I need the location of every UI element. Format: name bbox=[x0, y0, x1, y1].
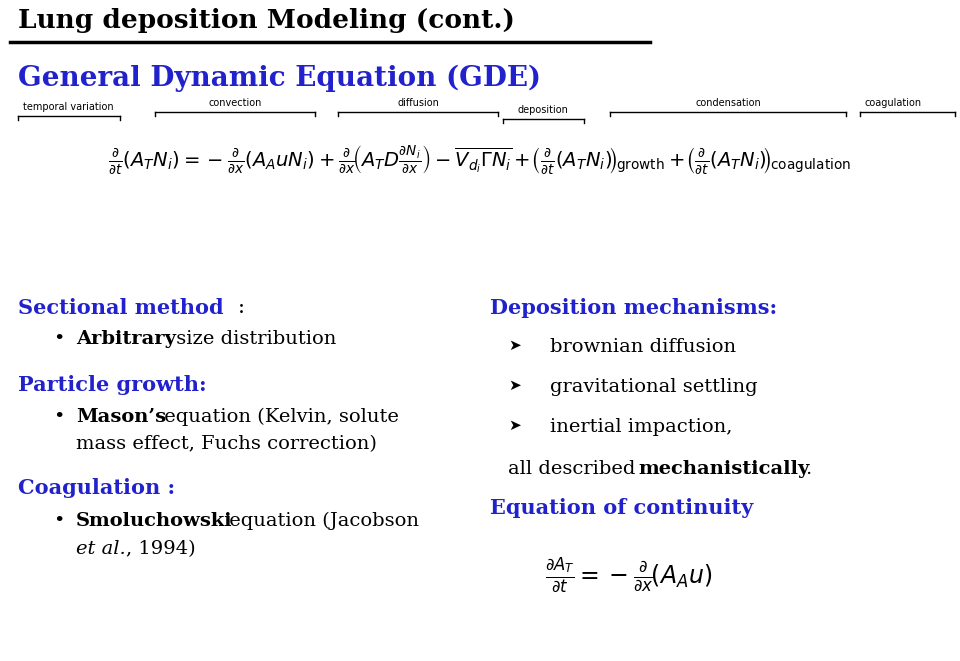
Text: ➤: ➤ bbox=[508, 378, 520, 393]
Text: •: • bbox=[53, 512, 64, 530]
Text: Mason’s: Mason’s bbox=[76, 408, 166, 426]
Text: mass effect, Fuchs correction): mass effect, Fuchs correction) bbox=[76, 435, 377, 453]
Text: Coagulation :: Coagulation : bbox=[18, 478, 175, 498]
Text: temporal variation: temporal variation bbox=[23, 102, 113, 112]
Text: inertial impaction,: inertial impaction, bbox=[550, 418, 732, 436]
Text: General Dynamic Equation (GDE): General Dynamic Equation (GDE) bbox=[18, 65, 541, 93]
Text: equation (Kelvin, solute: equation (Kelvin, solute bbox=[158, 408, 398, 426]
Text: all described: all described bbox=[508, 460, 641, 478]
Text: coagulation: coagulation bbox=[864, 98, 922, 108]
Text: :: : bbox=[238, 298, 245, 317]
Text: brownian diffusion: brownian diffusion bbox=[550, 338, 736, 356]
Text: , 1994): , 1994) bbox=[126, 540, 196, 558]
Text: •: • bbox=[53, 408, 64, 426]
Text: $\frac{\partial}{\partial t}(A_T N_i) = -\frac{\partial}{\partial x}(A_A u N_i)+: $\frac{\partial}{\partial t}(A_T N_i) = … bbox=[108, 143, 852, 176]
Text: size distribution: size distribution bbox=[170, 330, 336, 348]
Text: convection: convection bbox=[208, 98, 262, 108]
Text: condensation: condensation bbox=[695, 98, 761, 108]
Text: .: . bbox=[805, 460, 811, 478]
Text: Lung deposition Modeling (cont.): Lung deposition Modeling (cont.) bbox=[18, 8, 515, 33]
Text: ➤: ➤ bbox=[508, 338, 520, 353]
Text: diffusion: diffusion bbox=[397, 98, 439, 108]
Text: $\frac{\partial A_T}{\partial t} = -\frac{\partial}{\partial x}\!\left(A_A u\rig: $\frac{\partial A_T}{\partial t} = -\fra… bbox=[545, 555, 712, 595]
Text: deposition: deposition bbox=[517, 105, 568, 115]
Text: •: • bbox=[53, 330, 64, 348]
Text: Equation of continuity: Equation of continuity bbox=[490, 498, 754, 518]
Text: equation (Jacobson: equation (Jacobson bbox=[223, 512, 419, 530]
Text: gravitational settling: gravitational settling bbox=[550, 378, 757, 396]
Text: Sectional method: Sectional method bbox=[18, 298, 224, 318]
Text: Arbitrary: Arbitrary bbox=[76, 330, 176, 348]
Text: mechanistically: mechanistically bbox=[638, 460, 809, 478]
Text: Deposition mechanisms:: Deposition mechanisms: bbox=[490, 298, 778, 318]
Text: et al.: et al. bbox=[76, 540, 126, 558]
Text: Smoluchowski: Smoluchowski bbox=[76, 512, 232, 530]
Text: ➤: ➤ bbox=[508, 418, 520, 433]
Text: Particle growth:: Particle growth: bbox=[18, 375, 206, 395]
